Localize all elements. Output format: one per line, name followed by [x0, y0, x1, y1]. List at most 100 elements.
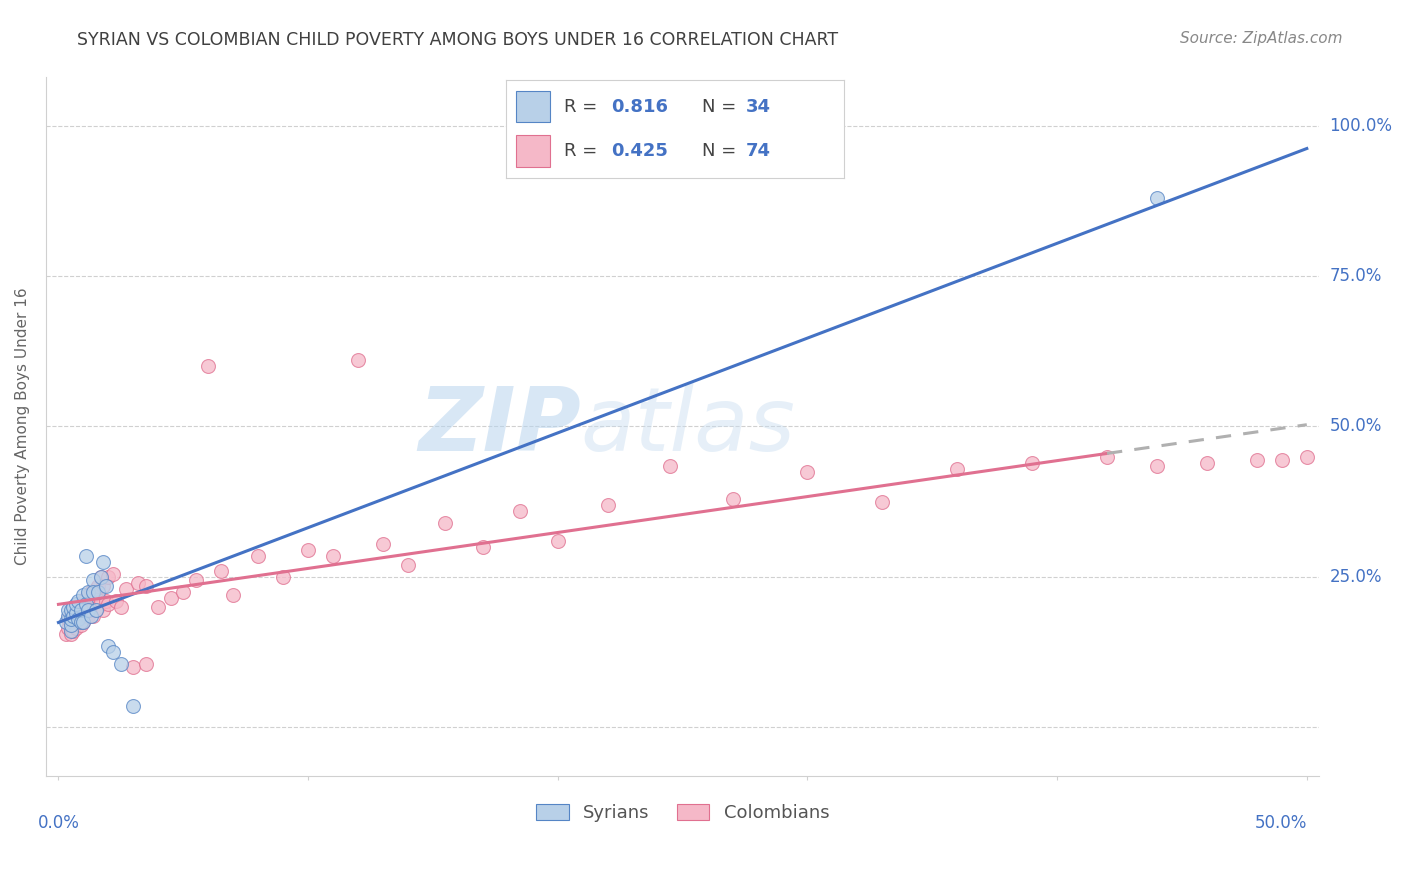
Point: [84, 582, 107, 596]
Point: [322, 549, 344, 563]
Point: [67, 615, 90, 629]
Point: [796, 465, 818, 479]
Point: [94, 579, 117, 593]
Point: [82, 585, 104, 599]
Point: [59, 609, 82, 624]
Point: [58, 612, 80, 626]
Point: [93, 555, 115, 569]
Point: [77, 603, 100, 617]
Text: 50.0%: 50.0%: [1254, 814, 1306, 832]
Point: [59, 627, 82, 641]
Point: [1295, 450, 1317, 464]
Point: [82, 609, 104, 624]
Text: N =: N =: [702, 98, 742, 116]
Point: [80, 585, 103, 599]
Point: [75, 609, 97, 624]
Point: [82, 588, 104, 602]
Text: 100.0%: 100.0%: [1330, 117, 1392, 135]
Point: [65, 606, 87, 620]
Point: [70, 615, 93, 629]
Point: [93, 603, 115, 617]
Point: [75, 549, 97, 563]
Point: [90, 570, 112, 584]
Point: [97, 570, 120, 584]
Point: [297, 542, 319, 557]
Point: [59, 618, 82, 632]
Point: [1246, 452, 1268, 467]
Point: [75, 597, 97, 611]
Point: [103, 566, 125, 581]
Point: [67, 612, 90, 626]
Point: [72, 615, 94, 629]
Point: [159, 591, 181, 605]
Point: [127, 576, 149, 591]
Point: [70, 603, 93, 617]
Point: [396, 558, 419, 572]
Point: [72, 588, 94, 602]
Point: [87, 579, 110, 593]
Text: 74: 74: [745, 142, 770, 160]
Point: [1271, 452, 1294, 467]
Point: [58, 609, 80, 624]
Point: [55, 627, 77, 641]
Point: [347, 353, 370, 368]
Point: [62, 600, 84, 615]
Point: [59, 618, 82, 632]
Point: [62, 609, 84, 624]
Point: [70, 603, 93, 617]
Y-axis label: Child Poverty Among Boys Under 16: Child Poverty Among Boys Under 16: [15, 287, 30, 566]
Point: [87, 600, 110, 615]
Point: [58, 621, 80, 635]
Point: [172, 585, 194, 599]
Point: [547, 533, 569, 548]
Point: [271, 570, 294, 584]
Point: [80, 603, 103, 617]
Point: [84, 603, 107, 617]
Point: [82, 573, 104, 587]
Legend: Syrians, Colombians: Syrians, Colombians: [529, 797, 837, 830]
Point: [65, 606, 87, 620]
Point: [1195, 456, 1218, 470]
Text: 75.0%: 75.0%: [1330, 267, 1382, 285]
Point: [55, 615, 77, 629]
Point: [77, 588, 100, 602]
Point: [84, 603, 107, 617]
Text: 50.0%: 50.0%: [1330, 417, 1382, 435]
Point: [65, 597, 87, 611]
Point: [1021, 456, 1043, 470]
Point: [122, 660, 145, 674]
Text: R =: R =: [564, 98, 603, 116]
Point: [434, 516, 457, 530]
Point: [72, 615, 94, 629]
Point: [184, 573, 207, 587]
Point: [93, 579, 115, 593]
Point: [58, 603, 80, 617]
Point: [471, 540, 494, 554]
Point: [148, 600, 170, 615]
Point: [115, 582, 138, 596]
Point: [97, 639, 120, 653]
Point: [659, 458, 682, 473]
Point: [67, 600, 90, 615]
FancyBboxPatch shape: [516, 136, 550, 167]
Point: [72, 594, 94, 608]
Point: [135, 579, 157, 593]
Point: [59, 624, 82, 638]
Point: [80, 609, 103, 624]
Point: [103, 645, 125, 659]
Point: [97, 597, 120, 611]
Point: [197, 359, 219, 374]
Point: [122, 699, 145, 714]
Point: [62, 612, 84, 626]
Point: [70, 618, 93, 632]
Point: [135, 657, 157, 672]
Text: SYRIAN VS COLOMBIAN CHILD POVERTY AMONG BOYS UNDER 16 CORRELATION CHART: SYRIAN VS COLOMBIAN CHILD POVERTY AMONG …: [77, 31, 838, 49]
Point: [596, 498, 619, 512]
Point: [1146, 458, 1168, 473]
Point: [1146, 191, 1168, 205]
Point: [509, 504, 531, 518]
Text: N =: N =: [702, 142, 742, 160]
Point: [90, 594, 112, 608]
Point: [90, 570, 112, 584]
Text: 0.425: 0.425: [610, 142, 668, 160]
